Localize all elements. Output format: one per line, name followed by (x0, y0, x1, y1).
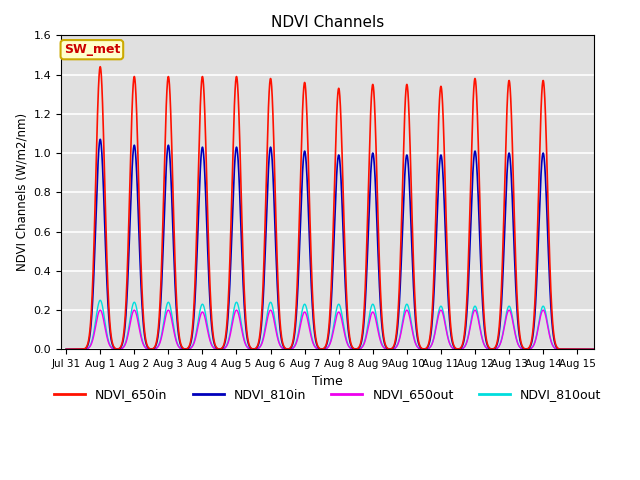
NDVI_650out (62, 347, 70, 352)
NDVI_810out (403, 301, 410, 307)
Legend: NDVI_650in, NDVI_810in, NDVI_650out, NDVI_810out: NDVI_650in, NDVI_810in, NDVI_650out, NDV… (49, 383, 606, 406)
NDVI_650in (367, 95, 375, 101)
NDVI_810out (62, 347, 70, 352)
NDVI_810out (445, 337, 452, 343)
NDVI_650in (62, 347, 70, 352)
NDVI_810in (403, 154, 410, 159)
NDVI_650out (387, 347, 394, 352)
NDVI_810out (96, 298, 104, 303)
Line: NDVI_650out: NDVI_650out (66, 310, 595, 349)
NDVI_650in (221, 340, 228, 346)
Text: SW_met: SW_met (64, 43, 120, 56)
Y-axis label: NDVI Channels (W/m2/nm): NDVI Channels (W/m2/nm) (15, 113, 28, 271)
NDVI_810in (591, 347, 598, 352)
NDVI_810out (591, 347, 598, 352)
Title: NDVI Channels: NDVI Channels (271, 15, 384, 30)
NDVI_810out (387, 347, 394, 352)
NDVI_810in (445, 303, 452, 309)
NDVI_810out (367, 303, 375, 309)
Line: NDVI_810in: NDVI_810in (66, 139, 595, 349)
NDVI_810out (372, 309, 380, 314)
Line: NDVI_810out: NDVI_810out (66, 300, 595, 349)
NDVI_650out (367, 311, 375, 317)
NDVI_650in (591, 347, 598, 352)
NDVI_650in (372, 126, 380, 132)
X-axis label: Time: Time (312, 374, 343, 388)
NDVI_650out (96, 307, 104, 313)
NDVI_650out (403, 308, 410, 313)
NDVI_810in (96, 136, 104, 142)
NDVI_810in (62, 347, 70, 352)
NDVI_810in (372, 183, 380, 189)
NDVI_650out (221, 346, 228, 351)
NDVI_650out (591, 347, 598, 352)
NDVI_650in (387, 346, 394, 352)
NDVI_650in (445, 288, 452, 294)
NDVI_650out (445, 338, 452, 344)
Line: NDVI_650in: NDVI_650in (66, 67, 595, 349)
NDVI_650in (403, 84, 410, 89)
NDVI_810in (221, 342, 228, 348)
NDVI_810out (221, 345, 228, 351)
NDVI_810in (367, 160, 375, 166)
NDVI_650out (372, 315, 380, 321)
NDVI_810in (387, 346, 394, 352)
NDVI_650in (96, 64, 104, 70)
